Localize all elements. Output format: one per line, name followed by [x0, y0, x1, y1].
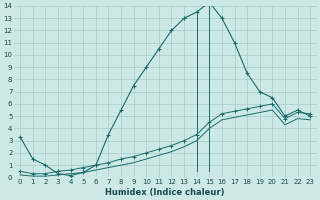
- X-axis label: Humidex (Indice chaleur): Humidex (Indice chaleur): [106, 188, 225, 197]
